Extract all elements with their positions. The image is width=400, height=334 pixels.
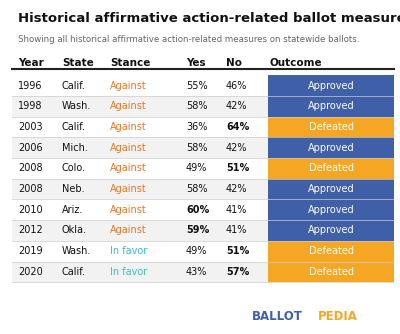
Text: Colo.: Colo. — [62, 163, 86, 173]
Text: 42%: 42% — [226, 101, 248, 111]
Text: Defeated: Defeated — [308, 267, 354, 277]
Text: In favor: In favor — [110, 246, 147, 256]
Text: Approved: Approved — [308, 101, 354, 111]
Text: 42%: 42% — [226, 184, 248, 194]
Text: 43%: 43% — [186, 267, 207, 277]
Text: 2020: 2020 — [18, 267, 43, 277]
Text: 41%: 41% — [226, 225, 247, 235]
Text: Approved: Approved — [308, 184, 354, 194]
Text: Historical affirmative action-related ballot measures: Historical affirmative action-related ba… — [18, 12, 400, 25]
Text: 2003: 2003 — [18, 122, 43, 132]
Text: 58%: 58% — [186, 143, 208, 153]
Text: Calif.: Calif. — [62, 122, 86, 132]
Text: 46%: 46% — [226, 80, 247, 91]
Text: Against: Against — [110, 184, 147, 194]
Text: Approved: Approved — [308, 205, 354, 215]
Text: 49%: 49% — [186, 246, 207, 256]
Text: Ariz.: Ariz. — [62, 205, 83, 215]
Text: Stance: Stance — [110, 58, 150, 68]
Text: Wash.: Wash. — [62, 101, 91, 111]
Text: Yes: Yes — [186, 58, 206, 68]
Text: Against: Against — [110, 101, 147, 111]
Text: Against: Against — [110, 225, 147, 235]
Text: 59%: 59% — [186, 225, 209, 235]
Text: 2019: 2019 — [18, 246, 43, 256]
Text: Against: Against — [110, 143, 147, 153]
Text: BALLOT: BALLOT — [252, 310, 303, 323]
Text: Against: Against — [110, 205, 147, 215]
Text: 51%: 51% — [226, 163, 249, 173]
Text: 58%: 58% — [186, 101, 208, 111]
Text: PEDIA: PEDIA — [318, 310, 358, 323]
Text: In favor: In favor — [110, 267, 147, 277]
Text: State: State — [62, 58, 94, 68]
Text: 2006: 2006 — [18, 143, 43, 153]
Text: 2008: 2008 — [18, 163, 43, 173]
Text: Wash.: Wash. — [62, 246, 91, 256]
Text: 51%: 51% — [226, 246, 249, 256]
Text: No: No — [226, 58, 242, 68]
Text: Against: Against — [110, 163, 147, 173]
Text: Approved: Approved — [308, 143, 354, 153]
Text: Neb.: Neb. — [62, 184, 85, 194]
Text: 55%: 55% — [186, 80, 208, 91]
Text: Defeated: Defeated — [308, 246, 354, 256]
Text: Showing all historical affirmative action-related measures on statewide ballots.: Showing all historical affirmative actio… — [18, 35, 359, 44]
Text: 2010: 2010 — [18, 205, 43, 215]
Text: Year: Year — [18, 58, 44, 68]
Text: Okla.: Okla. — [62, 225, 87, 235]
Text: 49%: 49% — [186, 163, 207, 173]
Text: Against: Against — [110, 80, 147, 91]
Text: 42%: 42% — [226, 143, 248, 153]
Text: 2008: 2008 — [18, 184, 43, 194]
Text: Outcome: Outcome — [270, 58, 323, 68]
Text: Against: Against — [110, 122, 147, 132]
Text: 41%: 41% — [226, 205, 247, 215]
Text: 58%: 58% — [186, 184, 208, 194]
Text: Calif.: Calif. — [62, 267, 86, 277]
Text: 1996: 1996 — [18, 80, 42, 91]
Text: Defeated: Defeated — [308, 163, 354, 173]
Text: 36%: 36% — [186, 122, 207, 132]
Text: 60%: 60% — [186, 205, 209, 215]
Text: Defeated: Defeated — [308, 122, 354, 132]
Text: 64%: 64% — [226, 122, 249, 132]
Text: Calif.: Calif. — [62, 80, 86, 91]
Text: Approved: Approved — [308, 225, 354, 235]
Text: 1998: 1998 — [18, 101, 42, 111]
Text: 57%: 57% — [226, 267, 249, 277]
Text: Mich.: Mich. — [62, 143, 88, 153]
Text: 2012: 2012 — [18, 225, 43, 235]
Text: Approved: Approved — [308, 80, 354, 91]
